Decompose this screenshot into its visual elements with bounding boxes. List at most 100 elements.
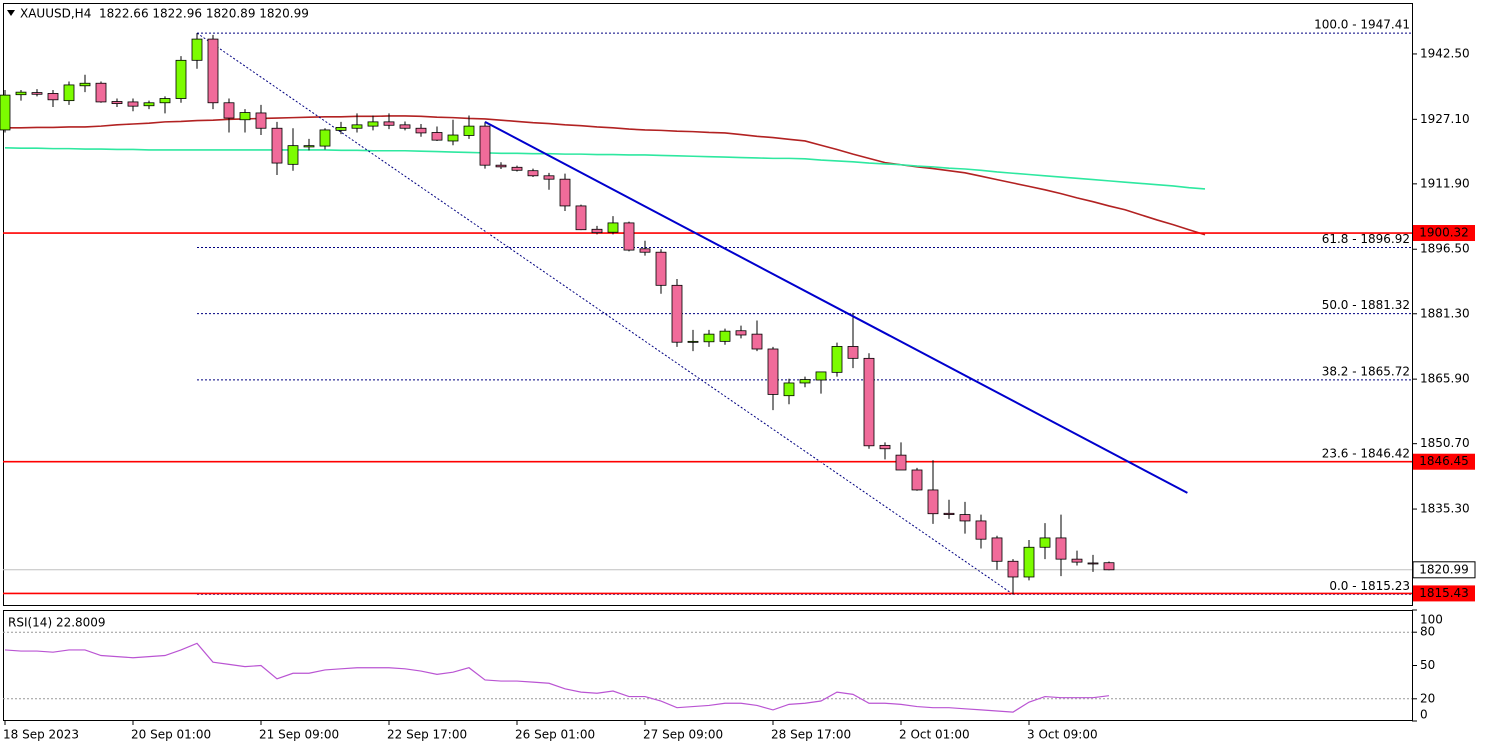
candle-body [911,469,923,491]
x-tick-label: 26 Sep 01:00 [515,728,595,742]
candle-body [223,102,235,119]
y-tick-label: 1896.50 [1420,242,1470,256]
candle-body [319,129,331,147]
candle-body [495,164,507,168]
candle-body [191,38,203,61]
candle-body [255,112,267,129]
candle-body [447,134,459,142]
candle-body [1071,558,1083,563]
candle-body [15,91,27,96]
candle-body [111,101,123,105]
candle-body [639,248,651,253]
fib-level-label: 100.0 - 1947.41 [1314,18,1410,32]
candle-body [847,346,859,359]
fib-level-label: 38.2 - 1865.72 [1322,364,1410,378]
candle-body [559,178,571,207]
candle-body [31,92,43,95]
rsi-tick-label: 20 [1420,691,1435,705]
candle-body [1055,537,1067,560]
fib-trend-line [196,32,1014,595]
x-tick-label: 27 Sep 09:00 [643,728,723,742]
candle-body [95,82,107,103]
candle-body [879,444,891,450]
candle-body [143,102,155,107]
candle-body [63,84,75,102]
symbol-menu-icon [7,10,15,16]
candle-body [415,127,427,134]
candle-body [623,222,635,251]
candle-body [751,333,763,350]
candle-body [783,382,795,397]
candle-body [47,93,59,101]
candle-body [79,82,91,87]
fib-level-label: 0.0 - 1815.23 [1329,579,1410,593]
candle-body [383,121,395,126]
candle-body [943,512,955,515]
candle-body [1087,562,1099,565]
candle-body [975,520,987,540]
candle-body [431,132,443,141]
y-tick-label: 1927.10 [1420,112,1470,126]
candle-body [799,379,811,384]
candle-body [815,371,827,381]
candle-body [543,175,555,180]
chart-title: XAUUSD,H4 1822.66 1822.96 1820.89 1820.9… [20,7,309,21]
fib-level-label: 61.8 - 1896.92 [1322,232,1410,246]
rsi-tick-label: 80 [1420,625,1435,639]
candle-body [927,489,939,515]
price-panel-frame [3,3,1413,606]
candle-body [607,222,619,233]
candle-body [1023,546,1035,578]
current-price-label: 1820.99 [1419,562,1469,576]
candle-body [127,101,139,107]
candle-body [207,38,219,104]
candle-body [671,284,683,343]
x-tick-label: 28 Sep 17:00 [771,728,851,742]
candle-body [687,340,699,343]
candle-body [863,357,875,447]
candle-body [591,228,603,234]
rsi-line [4,642,1110,713]
price-box-label: 1846.45 [1419,454,1469,468]
candle-body [1103,562,1115,571]
price-box [1413,585,1475,602]
x-tick-label: 18 Sep 2023 [3,728,79,742]
candle-body [511,166,523,171]
y-tick-label: 1881.30 [1420,306,1470,320]
candle-body [1039,537,1051,548]
price-box [1413,225,1475,242]
candle-body [895,454,907,471]
candle-body [991,537,1003,562]
candle-body [335,126,347,131]
current-price-box [1412,561,1476,579]
x-tick-label: 22 Sep 17:00 [387,728,467,742]
candle-body [239,112,251,121]
candle-body [271,127,283,164]
candle-body [575,205,587,231]
candle-body [959,514,971,522]
rsi-tick-label: 100 [1420,613,1443,627]
candle-body [655,251,667,286]
rsi-tick-label: 0 [1420,708,1428,722]
plot-layer: 1942.50 1927.10 1911.90 1896.50 1881.30 1865.… [0,18,1476,742]
candle-body [527,170,539,177]
candle-body [159,98,171,104]
fib-level-label: 50.0 - 1881.32 [1322,298,1410,312]
moving-average-line [4,146,1206,190]
x-tick-label: 20 Sep 01:00 [131,728,211,742]
candle-body [463,125,475,136]
x-tick-label: 2 Oct 01:00 [899,728,970,742]
price-box-label: 1900.32 [1419,226,1469,240]
candle-body [303,145,315,148]
candle-body [399,124,411,129]
candle-body [703,333,715,343]
x-tick-label: 3 Oct 09:00 [1027,728,1098,742]
candle-body [351,124,363,129]
rsi-tick-label: 50 [1420,658,1435,672]
candle-body [175,59,187,99]
candle-body [831,346,843,373]
candle-body [479,125,491,166]
candle-body [0,94,11,131]
candle-body [367,121,379,127]
